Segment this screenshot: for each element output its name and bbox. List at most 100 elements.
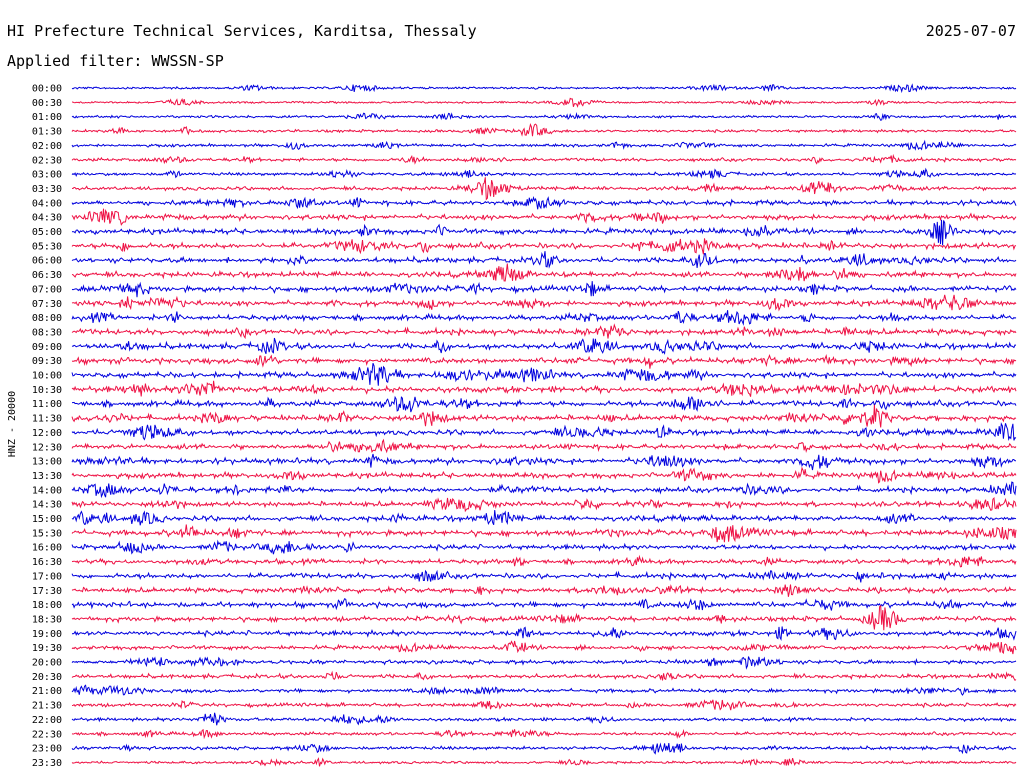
time-label: 16:30 (32, 557, 62, 568)
time-label: 21:00 (32, 686, 62, 697)
seismic-trace-line (71, 251, 1017, 269)
time-label: 19:00 (32, 629, 62, 640)
seismic-trace-line (71, 539, 1017, 555)
seismic-trace-line (71, 757, 1017, 767)
seismic-trace-line (71, 196, 1017, 210)
time-label: 23:30 (32, 758, 62, 769)
time-label: 17:00 (32, 571, 62, 582)
time-label: 15:30 (32, 528, 62, 539)
time-label: 00:00 (32, 84, 62, 95)
seismic-trace-line (71, 496, 1017, 513)
seismic-trace-line (71, 404, 1017, 428)
seismic-trace-line (71, 97, 1017, 108)
seismic-trace-line (71, 363, 1017, 386)
seismic-trace-line (71, 310, 1017, 326)
station-title: HI Prefecture Technical Services, Kardit… (7, 22, 477, 40)
seismic-trace-line (71, 569, 1017, 583)
time-label: 21:30 (32, 701, 62, 712)
time-label: 08:00 (32, 313, 62, 324)
time-label: 02:30 (32, 155, 62, 166)
seismic-trace-line (71, 139, 1017, 151)
time-label: 07:30 (32, 299, 62, 310)
time-label: 04:30 (32, 213, 62, 224)
time-label: 14:30 (32, 500, 62, 511)
seismic-trace-line (71, 294, 1017, 312)
seismic-trace-line (71, 281, 1017, 298)
time-label: 23:00 (32, 744, 62, 755)
seismic-trace-line (71, 112, 1017, 121)
time-label: 03:00 (32, 170, 62, 181)
time-label: 06:30 (32, 270, 62, 281)
y-axis-label: HNZ - 20000 (7, 391, 18, 457)
seismic-trace-line (71, 524, 1017, 543)
seismic-trace-line (71, 604, 1017, 631)
time-label: 01:00 (32, 112, 62, 123)
time-label: 02:00 (32, 141, 62, 152)
time-label: 09:00 (32, 342, 62, 353)
seismic-trace-line (71, 510, 1017, 526)
time-label: 18:30 (32, 614, 62, 625)
time-label: 11:30 (32, 414, 62, 425)
seismic-trace-line (71, 626, 1017, 641)
seismic-trace-line (71, 337, 1017, 355)
time-label: 06:00 (32, 256, 62, 267)
time-label: 16:00 (32, 543, 62, 554)
seismic-trace-line (71, 153, 1017, 165)
time-label: 14:00 (32, 485, 62, 496)
time-label: 08:30 (32, 327, 62, 338)
time-label: 09:30 (32, 356, 62, 367)
seismic-trace-line (71, 554, 1017, 568)
time-label-group: 00:00 00:30 01:00 01:30 02:00 02:30 03:00 03:30… (32, 84, 62, 769)
time-label: 18:00 (32, 600, 62, 611)
time-label: 12:30 (32, 442, 62, 453)
time-label: 17:30 (32, 586, 62, 597)
seismic-trace-line (71, 699, 1017, 711)
seismic-trace-line (71, 453, 1016, 471)
record-date: 2025-07-07 (926, 22, 1016, 40)
seismic-trace-line (71, 670, 1017, 682)
time-label: 13:00 (32, 457, 62, 468)
seismic-trace-line (71, 177, 1017, 201)
filter-label: Applied filter: WWSSN-SP (7, 52, 224, 70)
time-label: 13:30 (32, 471, 62, 482)
time-label: 19:30 (32, 643, 62, 654)
time-label: 05:30 (32, 241, 62, 252)
time-label: 10:00 (32, 371, 62, 382)
seismic-trace-line (71, 597, 1017, 611)
seismic-trace-line (71, 438, 1017, 454)
seismic-trace-line (71, 422, 1017, 441)
time-label: 12:00 (32, 428, 62, 439)
seismic-trace-line (71, 481, 1017, 499)
seismic-trace-line (71, 238, 1017, 255)
seismic-trace-line (71, 684, 1017, 696)
time-label: 22:30 (32, 729, 62, 740)
time-label: 20:00 (32, 658, 62, 669)
seismic-trace-line (71, 656, 1017, 670)
seismic-trace-line (71, 323, 1017, 340)
time-label: 07:00 (32, 284, 62, 295)
seismic-trace-line (71, 123, 1017, 137)
seismic-trace-line (71, 712, 1017, 726)
seismic-trace-line (71, 219, 1017, 246)
time-label: 04:00 (32, 198, 62, 209)
seismic-trace-line (71, 728, 1017, 740)
seismic-trace-line (71, 584, 1017, 597)
time-label: 01:30 (32, 127, 62, 138)
seismic-trace-line (71, 208, 1017, 226)
seismic-trace-line (71, 640, 1017, 655)
time-label: 00:30 (32, 98, 62, 109)
time-label: 03:30 (32, 184, 62, 195)
seismic-trace-line (71, 263, 1017, 282)
seismic-trace-line (71, 354, 1017, 369)
seismic-trace-line (71, 466, 1017, 484)
time-label: 10:30 (32, 385, 62, 396)
seismic-trace-line (72, 395, 1017, 413)
time-label: 15:00 (32, 514, 62, 525)
time-label: 20:30 (32, 672, 62, 683)
time-label: 05:00 (32, 227, 62, 238)
seismic-trace-line (71, 742, 1017, 755)
trace-group (71, 83, 1017, 767)
seismic-trace-line (71, 380, 1017, 397)
time-label: 11:00 (32, 399, 62, 410)
